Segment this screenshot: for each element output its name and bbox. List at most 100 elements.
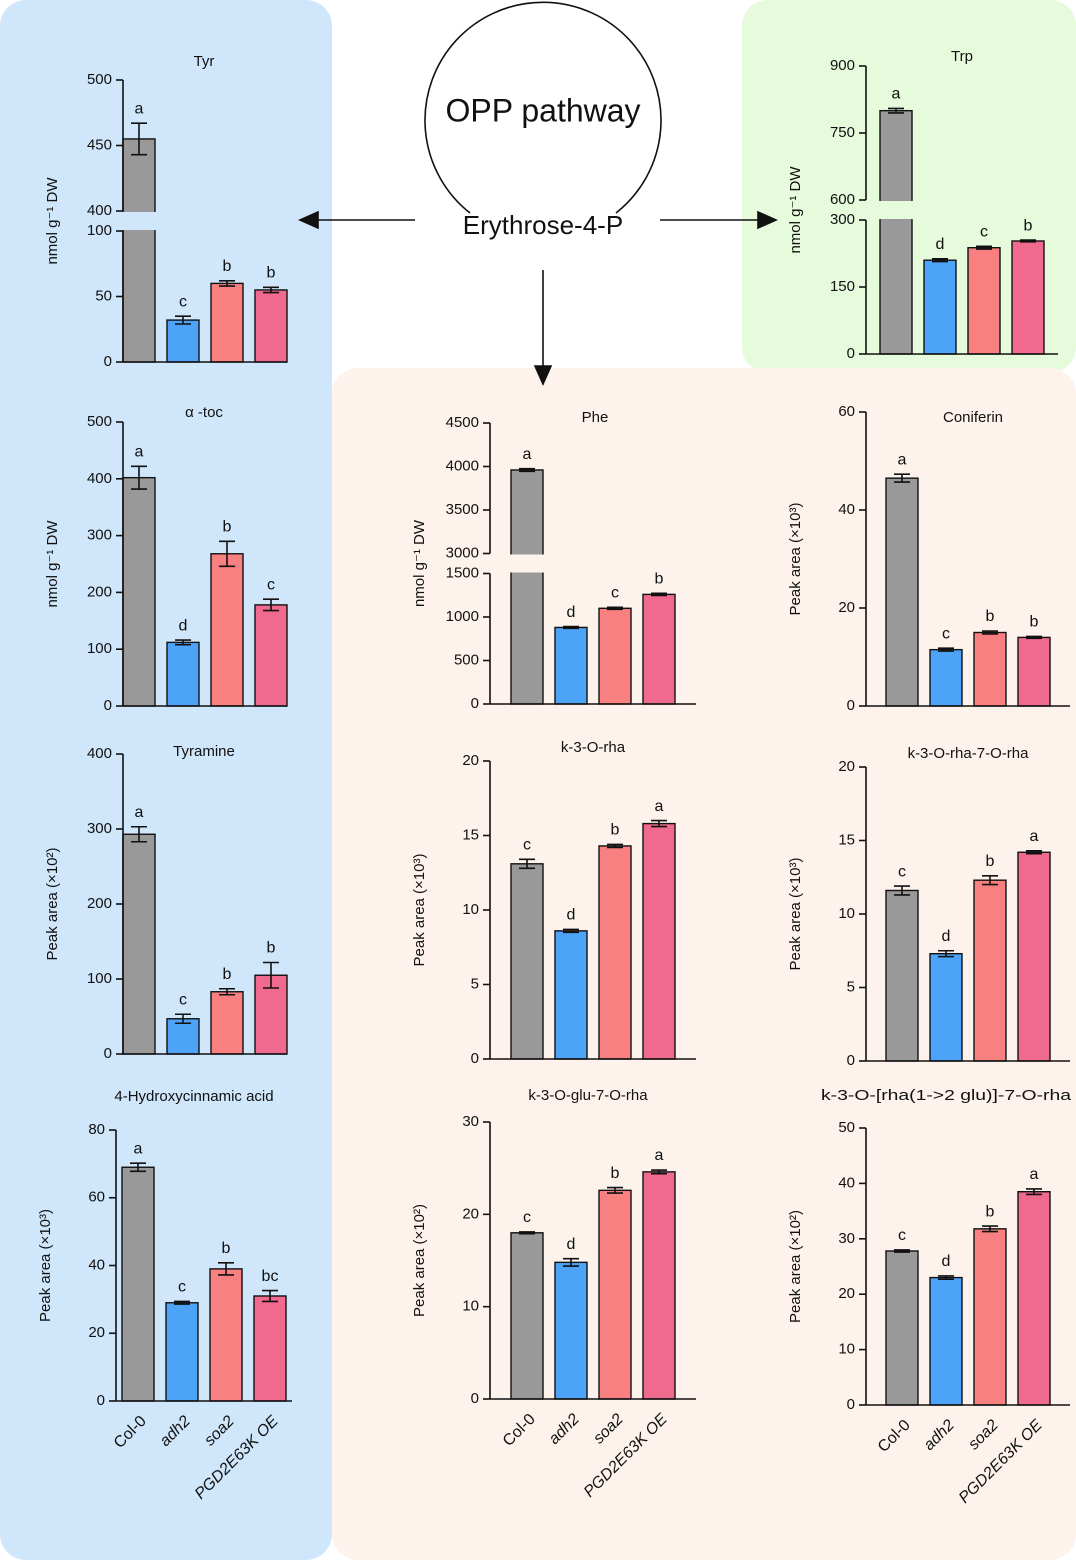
y-tick-label: 40 [88, 1256, 105, 1273]
y-tick-label: 450 [87, 136, 112, 153]
error-bar [894, 885, 910, 896]
y-axis-label: Peak area (×10²) [411, 1204, 428, 1317]
y-tick-label: 4500 [446, 414, 479, 431]
y-tick-label: 10 [462, 901, 479, 918]
error-bar [263, 598, 279, 612]
bar [122, 476, 156, 707]
chart-title: k-3-O-rha-7-O-rha [908, 745, 1030, 762]
y-tick-label: 400 [87, 470, 112, 487]
error-bar [519, 858, 535, 870]
y-tick-label: 200 [87, 583, 112, 600]
error-bar [262, 1289, 278, 1303]
y-tick-label: 200 [87, 895, 112, 912]
y-axis-label: Peak area (×10³) [37, 1209, 54, 1322]
arrows [298, 210, 778, 386]
significance-letter: b [655, 571, 664, 588]
error-bar [607, 606, 623, 611]
node-label: Erythrose-4-P [463, 210, 623, 240]
error-bar [519, 1231, 535, 1235]
error-bar [563, 625, 579, 630]
y-tick-label: 20 [462, 752, 479, 769]
error-bar [888, 107, 904, 114]
y-axis-label: nmol g⁻¹ DW [44, 520, 61, 608]
error-bar [1020, 239, 1036, 243]
bar [598, 1189, 632, 1400]
bar [254, 289, 288, 363]
bar [122, 138, 156, 363]
significance-letter: c [980, 224, 988, 241]
bar [642, 593, 676, 705]
chart-title: α -toc [185, 404, 223, 421]
y-tick-label: 0 [104, 353, 112, 370]
y-tick-label: 300 [87, 820, 112, 837]
significance-letter: d [567, 1236, 576, 1253]
bar [1017, 851, 1051, 1062]
significance-letter: c [179, 293, 187, 310]
y-tick-label: 3500 [446, 501, 479, 518]
significance-letter: d [567, 907, 576, 924]
error-bar [219, 540, 235, 568]
y-tick-label: 50 [95, 287, 112, 304]
y-tick-label: 400 [87, 745, 112, 762]
bar [1017, 636, 1051, 707]
y-tick-label: 15 [462, 826, 479, 843]
error-bar [982, 630, 998, 635]
error-bar [218, 1261, 234, 1276]
axis-break [113, 212, 289, 230]
bar [122, 833, 156, 1055]
bar [973, 879, 1007, 1062]
significance-letter: c [523, 1209, 531, 1226]
y-tick-label: 10 [462, 1298, 479, 1315]
y-tick-label: 0 [471, 1390, 479, 1407]
y-tick-label: 0 [97, 1392, 105, 1409]
bar [929, 952, 963, 1062]
error-bar [607, 1186, 623, 1194]
bar [973, 1228, 1007, 1406]
bar [166, 319, 200, 363]
y-tick-label: 100 [87, 222, 112, 239]
error-bar [982, 1225, 998, 1233]
error-bar [130, 1162, 146, 1173]
chart-title: k-3-O-[rha(1->2 glu)]-7-O-rha [821, 1087, 1072, 1104]
y-tick-label: 10 [838, 1341, 855, 1358]
bar [510, 469, 544, 705]
y-tick-label: 30 [462, 1113, 479, 1130]
y-tick-label: 100 [87, 970, 112, 987]
chart-title: k-3-O-glu-7-O-rha [528, 1087, 648, 1104]
y-tick-label: 50 [838, 1119, 855, 1136]
y-tick-label: 1500 [446, 564, 479, 581]
y-tick-label: 150 [830, 278, 855, 295]
significance-letter: a [135, 444, 144, 461]
error-bar [175, 1013, 191, 1025]
significance-letter: b [611, 822, 620, 839]
significance-letter: b [267, 265, 276, 282]
y-tick-label: 0 [847, 1052, 855, 1069]
significance-letter: c [942, 625, 950, 642]
error-bar [938, 647, 954, 652]
bar [885, 1250, 919, 1406]
error-bar [1026, 1188, 1042, 1196]
y-axis-label: Peak area (×10³) [787, 858, 804, 971]
y-tick-label: 0 [104, 1045, 112, 1062]
error-bar [894, 473, 910, 483]
bar [598, 845, 632, 1060]
significance-letter: b [267, 940, 276, 957]
significance-letter: c [898, 1227, 906, 1244]
bar [973, 631, 1007, 707]
chart-title: k-3-O-rha [561, 739, 626, 756]
bar [121, 1166, 155, 1402]
y-tick-label: 60 [838, 403, 855, 420]
significance-letter: bc [262, 1268, 279, 1285]
circle-label: OPP pathway [445, 92, 640, 128]
error-bar [175, 639, 191, 646]
y-tick-label: 80 [88, 1121, 105, 1138]
error-bar [563, 928, 579, 934]
y-tick-label: 5 [847, 978, 855, 995]
significance-letter: a [898, 451, 907, 468]
significance-letter: a [892, 86, 901, 103]
y-tick-label: 0 [847, 345, 855, 362]
bar [642, 1171, 676, 1400]
bar [929, 1276, 963, 1406]
bar [554, 1261, 588, 1400]
axis-break [856, 201, 1060, 219]
